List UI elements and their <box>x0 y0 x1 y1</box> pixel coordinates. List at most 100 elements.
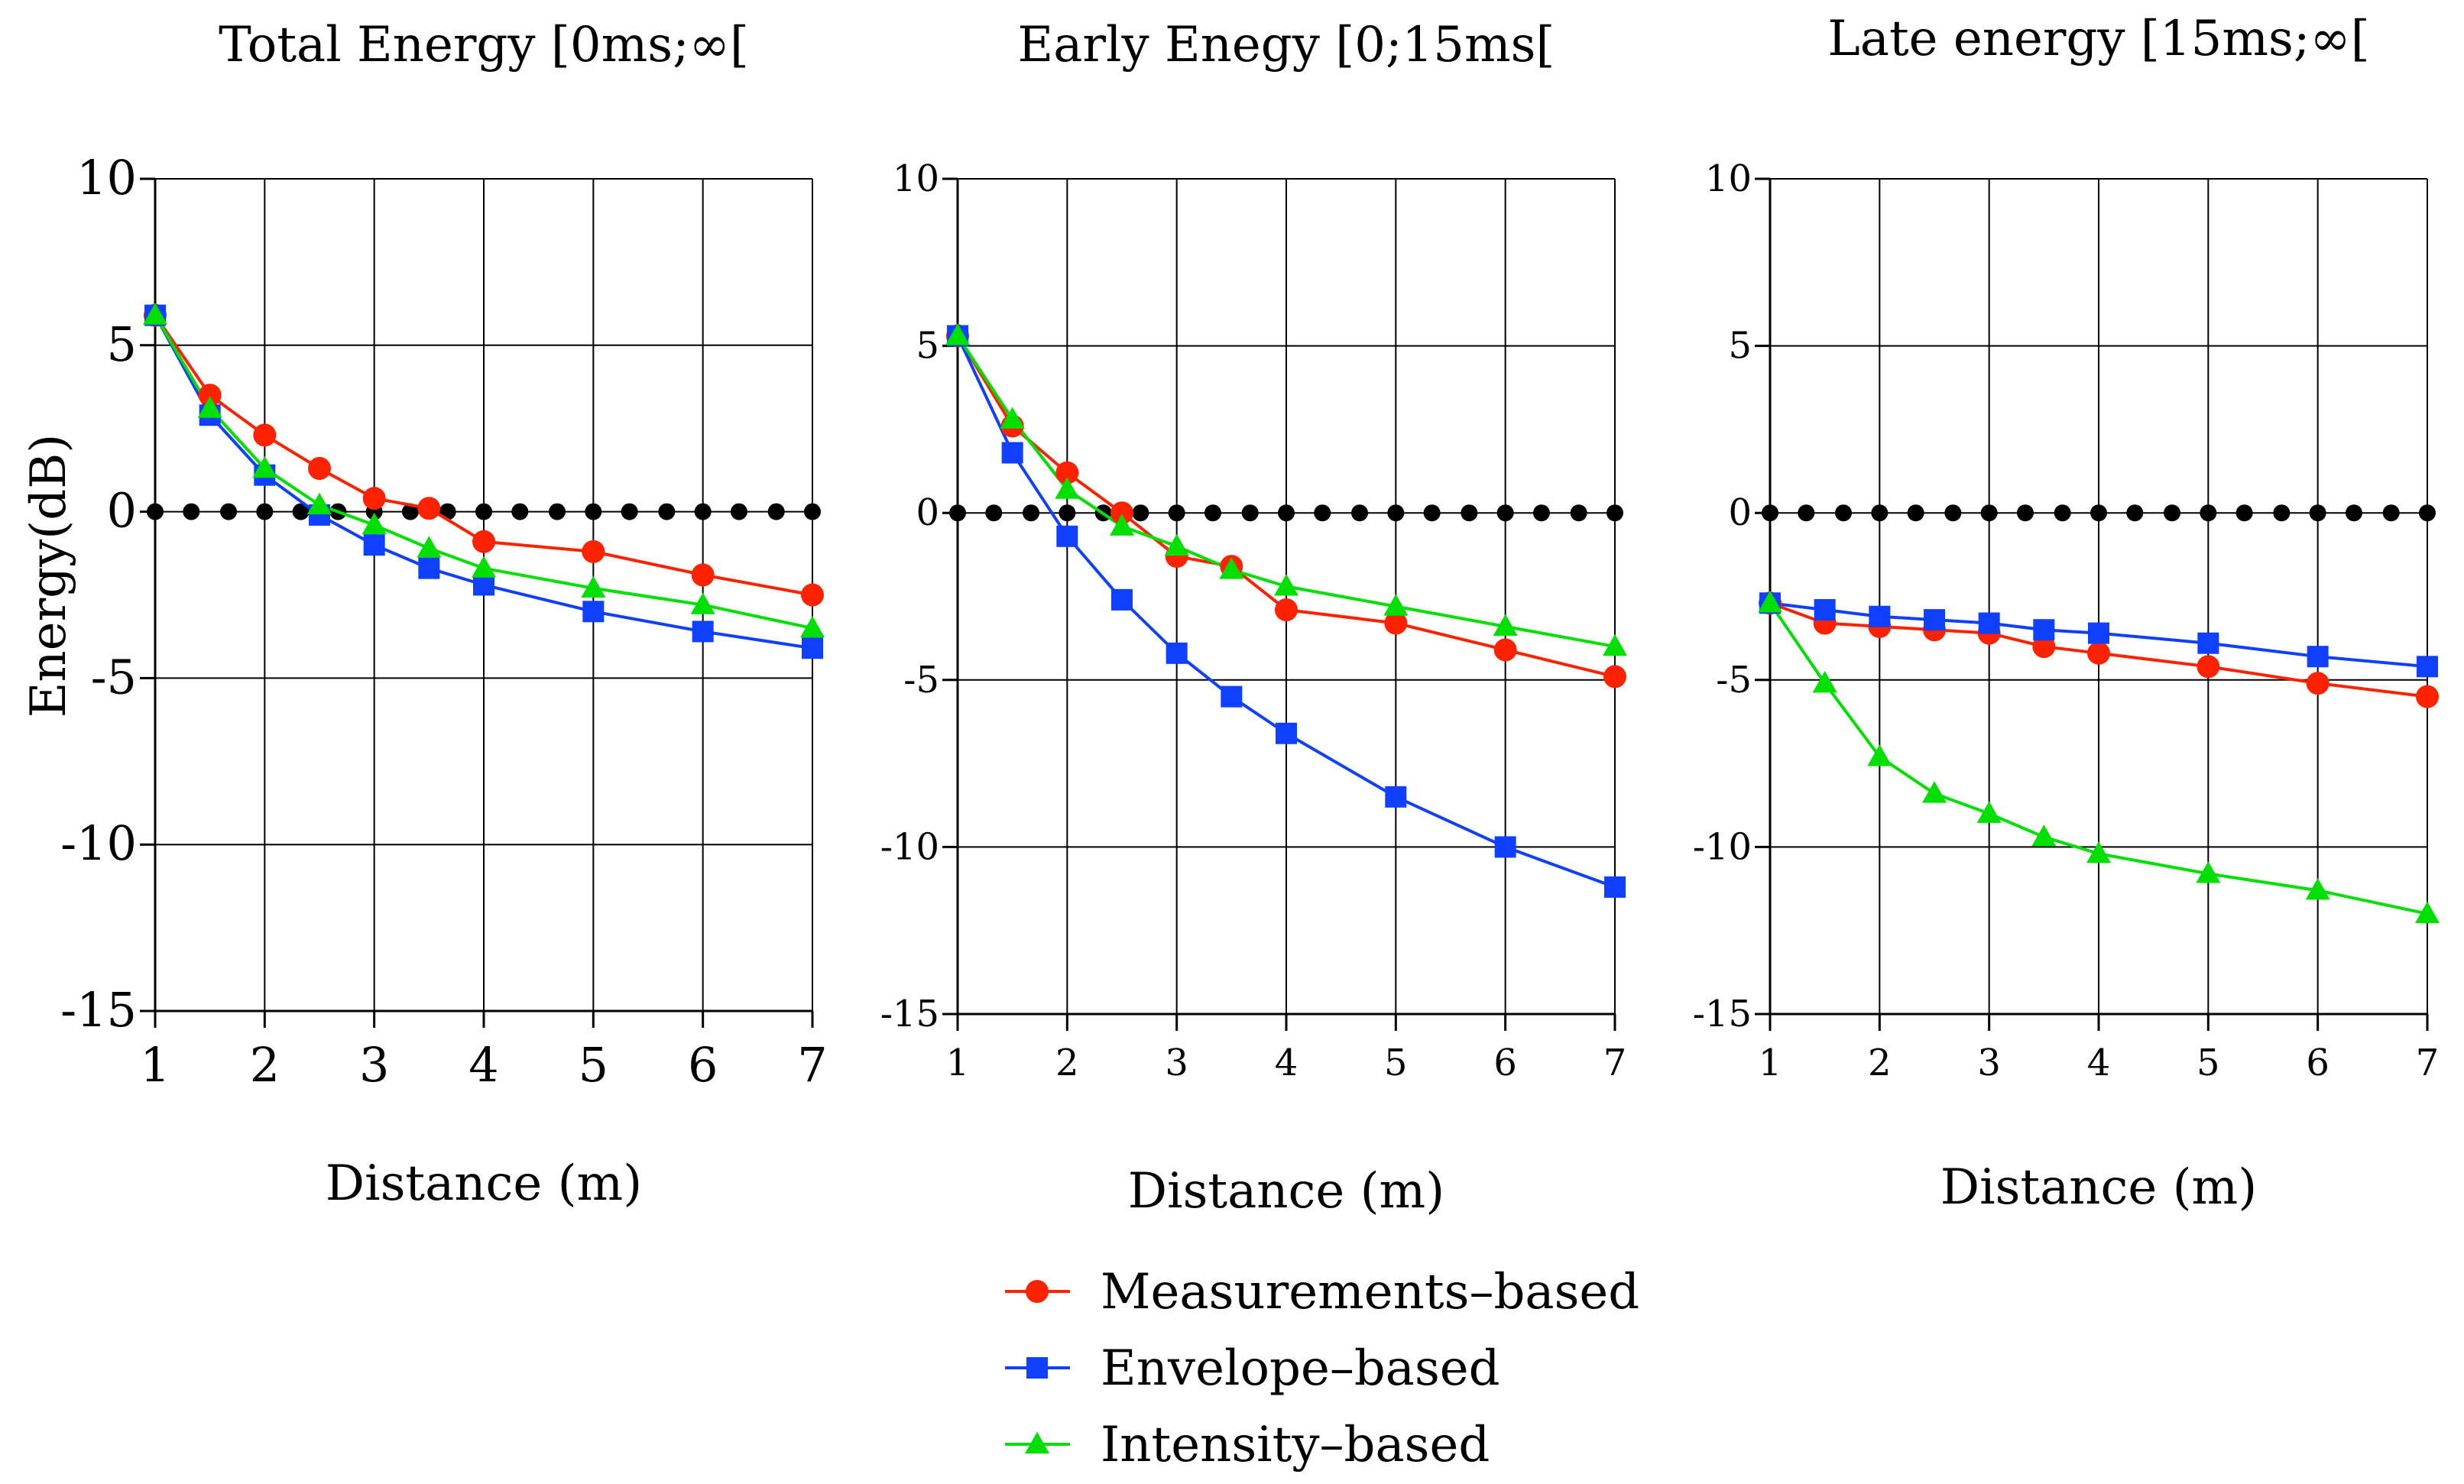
reference-point <box>2090 504 2107 522</box>
chart-title: Total Energy [0ms;∞[ <box>219 17 749 73</box>
data-point-triangle <box>472 556 496 578</box>
data-point-triangle <box>2196 861 2221 883</box>
chart-panel-2: Early Enegy [0;15ms[1 2 3 4 5 6 7 -15 -10 -5 0 5 10 D… <box>880 17 1627 1220</box>
data-point-triangle <box>800 615 825 638</box>
y-tick-label: 10 <box>76 150 137 206</box>
reference-point <box>2273 504 2291 522</box>
data-point-triangle <box>417 536 442 558</box>
y-tick-label: -5 <box>1716 659 1752 701</box>
data-point-square <box>692 620 714 643</box>
x-tick-label: 4 <box>468 1037 498 1093</box>
y-tick-label: 10 <box>1705 157 1752 200</box>
data-point-circle <box>1275 598 1298 621</box>
reference-point <box>2126 504 2144 522</box>
x-tick-label: 6 <box>2306 1042 2329 1084</box>
reference-point <box>1023 504 1040 522</box>
data-point-circle <box>2197 655 2220 679</box>
series-line-circle <box>1769 601 2428 698</box>
data-point-circle <box>2032 635 2056 659</box>
x-tick-label: 1 <box>140 1037 170 1093</box>
data-point-square <box>363 534 385 556</box>
chart-panel-3: Late energy [15ms;∞[1 2 3 4 5 6 7 -15 -10 -5 0 5 10 D… <box>1693 11 2440 1216</box>
data-point-circle <box>1384 611 1408 635</box>
reference-point <box>256 503 274 520</box>
data-point-circle <box>582 539 605 563</box>
data-point-triangle <box>252 455 277 478</box>
data-point-square <box>1111 588 1133 611</box>
data-point-triangle <box>1219 557 1244 579</box>
reference-point <box>1606 504 1623 522</box>
reference-point <box>147 503 164 520</box>
data-point-triangle <box>2086 841 2111 864</box>
data-point-triangle <box>197 396 222 418</box>
reference-point <box>2345 504 2362 522</box>
reference-point <box>804 503 821 520</box>
legend-entry: Measurements–based <box>1005 1264 1639 1320</box>
data-point-square <box>1869 605 1891 627</box>
series-line-triangle <box>1769 602 2428 915</box>
data-point-triangle <box>1812 670 1837 693</box>
reference-point <box>1980 504 1998 522</box>
x-tick-label: 3 <box>1977 1042 2001 1084</box>
data-point-circle <box>253 423 277 447</box>
legend-label: Intensity–based <box>1101 1417 1490 1473</box>
series-line-square <box>154 314 813 650</box>
legend-marker-square <box>1026 1357 1048 1379</box>
reference-point <box>1762 504 1778 522</box>
data-point-square <box>582 601 605 623</box>
data-point-square <box>1056 525 1078 547</box>
legend-marker-triangle <box>1025 1431 1049 1454</box>
y-tick-label: -10 <box>880 825 939 868</box>
x-tick-label: 6 <box>688 1037 718 1093</box>
reference-point <box>401 503 419 520</box>
data-point-square <box>473 574 494 596</box>
reference-point <box>1351 504 1369 522</box>
reference-point <box>2200 504 2217 522</box>
x-axis-label: Distance (m) <box>1128 1163 1444 1220</box>
x-tick-label: 3 <box>359 1037 389 1093</box>
data-point-triangle <box>1274 574 1298 596</box>
y-tick-label: -5 <box>91 649 137 705</box>
data-point-circle <box>1055 461 1079 484</box>
reference-point <box>1570 504 1587 522</box>
data-point-triangle <box>1922 781 1947 803</box>
data-point-circle <box>308 456 331 480</box>
data-point-square <box>2033 619 2055 641</box>
reference-point <box>511 503 529 520</box>
reference-point <box>585 503 602 520</box>
reference-point <box>694 503 712 520</box>
x-tick-label: 1 <box>1759 1042 1782 1084</box>
x-tick-label: 7 <box>2416 1042 2440 1084</box>
reference-point <box>1944 504 1962 522</box>
reference-point <box>1168 504 1185 522</box>
data-point-square <box>2088 622 2109 644</box>
series-line-triangle <box>956 335 1616 649</box>
y-tick-label: -5 <box>903 659 939 701</box>
series-line-circle <box>154 314 813 597</box>
data-point-triangle <box>2415 901 2440 923</box>
legend-label: Measurements–based <box>1101 1264 1639 1320</box>
data-point-triangle <box>143 303 167 325</box>
data-point-triangle <box>581 575 606 598</box>
reference-point <box>1241 504 1259 522</box>
data-point-circle <box>691 563 715 587</box>
reference-point <box>1387 504 1405 522</box>
data-point-circle <box>362 487 386 510</box>
y-tick-label: 0 <box>916 491 939 534</box>
data-point-circle <box>472 530 495 553</box>
data-point-triangle <box>1383 594 1409 616</box>
series-line-square <box>956 335 1616 889</box>
data-point-triangle <box>945 323 970 345</box>
reference-point <box>292 503 310 520</box>
x-axis-label: Distance (m) <box>1940 1159 2257 1216</box>
reference-point <box>1204 504 1221 522</box>
data-point-square <box>2307 646 2329 668</box>
data-point-triangle <box>2305 878 2330 900</box>
reference-point <box>1907 504 1924 522</box>
data-point-triangle <box>1164 533 1189 556</box>
data-point-triangle <box>1110 514 1134 536</box>
y-axis-label: Energy(dB) <box>21 434 77 718</box>
series-line-triangle <box>154 314 813 630</box>
x-tick-label: 2 <box>1868 1042 1892 1084</box>
data-point-triangle <box>1000 407 1025 429</box>
